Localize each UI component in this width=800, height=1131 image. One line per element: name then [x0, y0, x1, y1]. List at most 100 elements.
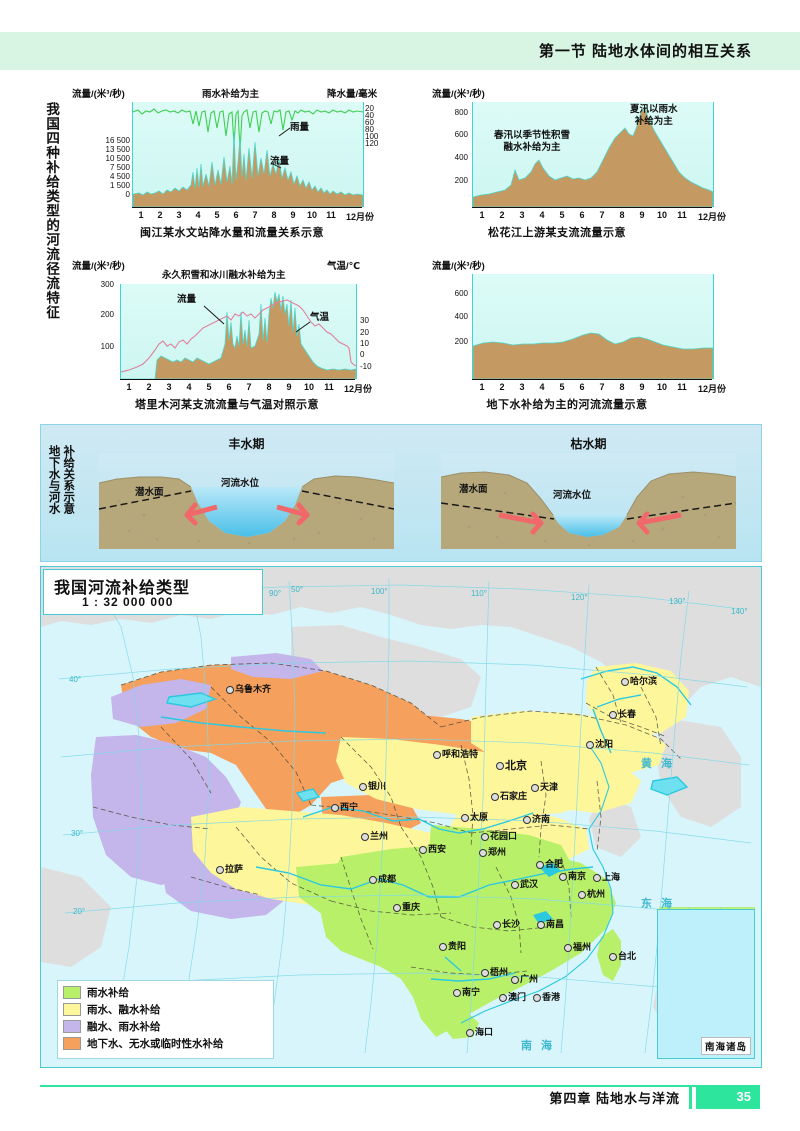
graticule-label-130: 130°: [669, 597, 686, 606]
city-marker-icon: [536, 860, 544, 869]
legend-item-0: 雨水补给: [58, 984, 273, 1001]
map-city-label: 沈阳: [586, 737, 613, 750]
chart-minjiang-label-flow: 流量: [270, 156, 290, 167]
city-marker-icon: [419, 845, 427, 854]
page-number-box: 35: [696, 1085, 760, 1109]
chart-tarim-y2tick-0: 30: [360, 316, 369, 325]
chart-groundwater-river-xtick-6: 7: [599, 382, 605, 392]
legend-label-1: 雨水、融水补给: [87, 1004, 161, 1016]
runoff-charts-block: 我国四种补给类型的河流径流特征 流量/(米³/秒) 雨水补给为主 降水量/毫米 …: [0, 80, 800, 420]
chart-songhuajiang-plot: [472, 102, 714, 207]
legend-label-0: 雨水补给: [87, 987, 129, 999]
chart-minjiang-y2tick-1: 40: [365, 111, 374, 120]
page-number: 35: [736, 1089, 751, 1104]
city-name: 南昌: [546, 919, 565, 929]
city-marker-icon: [511, 880, 519, 889]
chart-groundwater-river-xtick-2: 3: [519, 382, 525, 392]
chart-songhuajiang-xtick-2: 3: [519, 210, 525, 220]
graticule-label-90: 90°: [269, 589, 282, 598]
city-name: 呼和浩特: [442, 749, 479, 759]
city-marker-icon: [466, 1028, 474, 1037]
chart-minjiang-xtick-9: 10: [306, 210, 318, 220]
city-marker-icon: [369, 875, 377, 884]
chart-minjiang-y2tick-3: 80: [365, 125, 374, 134]
chart-tarim-xtick-2: 3: [166, 382, 172, 392]
map-city-label: 成都: [369, 872, 396, 885]
chart-tarim-xtick-5: 6: [226, 382, 232, 392]
chart-groundwater-river-y-title: 流量/(米³/秒): [432, 261, 485, 272]
legend-swatch-rain: [63, 986, 81, 999]
chart-songhuajiang-ytick-1: 600: [454, 130, 468, 139]
city-name: 郑州: [488, 847, 507, 857]
chart-tarim-xtick-11: 12月份: [343, 384, 373, 394]
header-rule: [0, 70, 800, 72]
chart-minjiang-ytick-2: 10 500: [105, 154, 130, 163]
chart-groundwater-river-caption: 地下水补给为主的河流流量示意: [486, 399, 648, 411]
section-title: 第一节 陆地水体间的相互关系: [538, 43, 752, 60]
chart-minjiang-caption: 闽江某水文站降水量和流量关系示意: [140, 227, 324, 239]
map-city-label: 西宁: [331, 800, 358, 813]
map-city-label: 花园口: [481, 829, 517, 842]
chart-minjiang-xtick-0: 1: [138, 210, 144, 220]
chart-tarim-plot: [120, 284, 357, 379]
city-name: 成都: [378, 874, 397, 884]
graticule-label-100: 100°: [371, 587, 388, 596]
page-footer: 第四章 陆地水与洋流 35: [0, 1085, 800, 1113]
chart-minjiang-xtick-4: 5: [214, 210, 220, 220]
city-marker-icon: [359, 782, 367, 791]
map-city-label: 南京: [559, 869, 586, 882]
chart-minjiang-y2-title: 降水量/毫米: [327, 89, 378, 100]
city-name: 重庆: [402, 902, 421, 912]
city-name: 台北: [618, 951, 637, 961]
chart-tarim-ytick-2: 100: [100, 342, 114, 351]
china-river-supply-map[interactable]: 我国河流补给类型 1 : 32 000 000 90° 100° 110° 12…: [40, 566, 762, 1068]
city-name: 南宁: [462, 987, 481, 997]
chart-groundwater-river-xtick-9: 10: [656, 382, 668, 392]
city-name: 乌鲁木齐: [235, 684, 272, 694]
footer-rule: [40, 1085, 760, 1087]
city-name: 沈阳: [595, 739, 614, 749]
city-marker-icon: [533, 993, 541, 1002]
footer-tick: [689, 1085, 692, 1109]
city-marker-icon: [537, 920, 545, 929]
city-marker-icon: [481, 832, 489, 841]
chart-tarim-y2tick-4: -10: [360, 362, 372, 371]
footer-chapter: 第四章 陆地水与洋流: [549, 1091, 680, 1106]
chart-songhuajiang-xtick-4: 5: [559, 210, 565, 220]
chart-groundwater-river-xtick-5: 6: [579, 382, 585, 392]
city-name: 北京: [505, 760, 527, 772]
groundwater-panel-wet-season: 丰水期: [99, 437, 394, 549]
map-city-label: 澳门: [499, 990, 526, 1003]
chart-minjiang-ytick-1: 13 500: [105, 145, 130, 154]
chart-minjiang-y-title: 流量/(米³/秒): [72, 89, 125, 100]
map-city-label: 广州: [511, 972, 538, 985]
map-city-label: 台北: [609, 949, 636, 962]
chart-groundwater-river-xtick-7: 8: [619, 382, 625, 392]
chart-groundwater-river-plot: [472, 274, 714, 379]
chart-minjiang-ytick-4: 4 500: [109, 172, 130, 181]
chart-tarim-caption: 塔里木河某支流流量与气温对照示意: [135, 399, 319, 411]
city-marker-icon: [433, 750, 441, 759]
city-marker-icon: [609, 710, 617, 719]
city-marker-icon: [461, 813, 469, 822]
chart-songhuajiang-xaxis: [472, 207, 712, 208]
chart-minjiang-xtick-3: 4: [195, 210, 201, 220]
chart-tarim-xtick-3: 4: [186, 382, 192, 392]
city-marker-icon: [361, 832, 369, 841]
sea-label-yellow: 黄 海: [641, 758, 676, 770]
chart-songhuajiang-xtick-1: 2: [499, 210, 505, 220]
chart-songhuajiang-xtick-10: 11: [677, 210, 687, 220]
chart-groundwater-river-xtick-0: 1: [479, 382, 485, 392]
chart-minjiang-ytick-5: 1 500: [109, 181, 130, 190]
chart-tarim-ytick-0: 300: [100, 280, 114, 289]
graticule-label-40: 40°: [69, 675, 82, 684]
chart-songhuajiang-xtick-6: 7: [599, 210, 605, 220]
chart-minjiang: 流量/(米³/秒) 雨水补给为主 降水量/毫米 16 500 13 500 10…: [72, 86, 392, 246]
city-marker-icon: [479, 848, 487, 857]
chart-songhuajiang-xtick-9: 10: [656, 210, 668, 220]
chart-minjiang-xtick-11: 12月份: [345, 212, 375, 222]
chart-tarim-xtick-9: 10: [303, 382, 315, 392]
dry-season-river-level-label: 河流水位: [553, 490, 592, 501]
city-marker-icon: [578, 890, 586, 899]
map-scale: 1 : 32 000 000: [82, 595, 174, 609]
